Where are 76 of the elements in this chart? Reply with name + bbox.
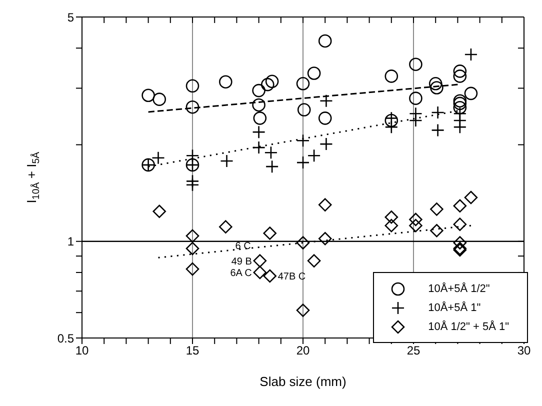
point [430,81,444,94]
point [252,98,266,112]
point [409,212,422,226]
point [409,218,422,232]
x-tick-label: 25 [406,344,420,358]
point [252,125,266,139]
point [186,229,200,243]
point [296,156,310,170]
point [453,120,467,134]
point [307,254,321,268]
point [453,100,467,114]
point [253,112,267,125]
point [431,106,444,120]
annotation: 49 B [231,256,252,268]
point [384,70,398,83]
x-axis-title: Slab size (mm) [260,374,346,389]
point [453,218,467,231]
point [430,202,444,216]
point [453,236,467,250]
point [320,137,333,151]
y-tick-label: 5 [67,10,74,24]
point [464,48,478,62]
point [453,96,467,110]
point [186,242,200,256]
point [265,74,279,88]
point [384,218,398,232]
legend-label: 10Å+5Å 1" [428,302,481,314]
point [464,86,478,100]
point [253,266,267,280]
point [265,160,279,174]
point [453,199,467,213]
point [296,236,310,250]
point [409,58,422,72]
point [219,220,232,234]
point [453,70,467,83]
point [220,154,234,168]
point [219,75,232,89]
point [297,103,311,116]
point [186,79,200,93]
point [318,198,332,212]
point [296,76,310,90]
point [318,34,332,48]
annotation: 6A C [230,268,252,280]
point [253,254,267,268]
point [384,210,398,224]
point [428,76,442,90]
point [453,64,467,78]
point [384,114,398,128]
y-tick-label: 0.5 [57,331,74,346]
point [260,78,274,92]
x-tick-label: 10 [75,344,89,358]
point [152,92,166,106]
y-tick-label: 1 [67,234,74,249]
point [318,232,332,246]
point [263,269,276,283]
point [430,224,444,238]
point [307,148,321,162]
annotation: 47B C [278,272,306,283]
point [186,100,200,114]
point [296,304,310,317]
point [307,66,321,80]
point [142,88,155,102]
legend-label: 10Å 1/2" + 5Å 1" [428,320,509,332]
point [453,94,467,108]
point [186,262,200,276]
point [152,204,166,218]
point [464,190,478,204]
point [264,146,278,160]
x-tick-label: 20 [296,344,310,358]
point [263,226,276,240]
point [252,84,266,98]
x-tick-label: 15 [186,344,200,358]
point [318,112,332,125]
point [409,92,422,105]
legend-label: 10Å+5Å 1/2" [428,282,490,294]
x-tick-label: 30 [517,344,531,358]
